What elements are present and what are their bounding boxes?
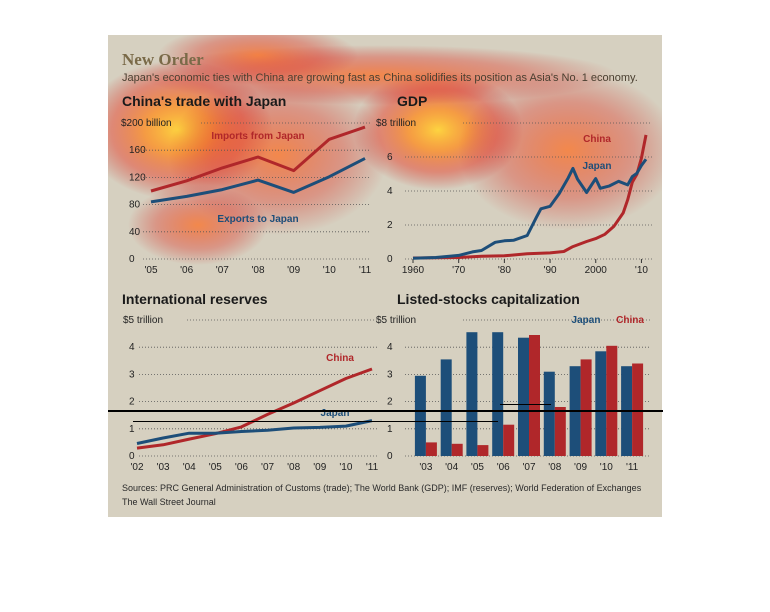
x-tick-trade-4: '09 — [287, 265, 300, 276]
x-tick-stocks-8: '11 — [626, 462, 639, 473]
y-tick-stocks-3: 3 — [387, 369, 393, 380]
x-tick-gdp-2: '80 — [498, 265, 511, 276]
x-tick-stocks-0: '03 — [419, 462, 432, 473]
y-top-label-trade: $200 billion — [121, 118, 172, 129]
series-line-reserves-0 — [136, 367, 373, 450]
legend-stocks-china: China — [616, 315, 644, 326]
bar-japan-1 — [440, 359, 452, 456]
chart-title-trade: China's trade with Japan — [122, 93, 287, 109]
x-tick-reserves-2: '04 — [183, 462, 196, 473]
bar-japan-7 — [595, 351, 607, 456]
y-tick-reserves-2: 2 — [129, 397, 135, 408]
x-tick-stocks-1: '04 — [445, 462, 458, 473]
legend-stocks-japan: Japan — [572, 315, 601, 326]
overlay-line-main — [108, 410, 663, 412]
series-label-reserves-china: China — [326, 353, 354, 364]
x-tick-reserves-1: '03 — [157, 462, 170, 473]
y-tick-reserves-4: 4 — [129, 342, 135, 353]
y-tick-reserves-0: 0 — [129, 451, 135, 462]
bar-china-0 — [425, 442, 437, 456]
x-tick-trade-5: '10 — [323, 265, 336, 276]
series-line-reserves-1 — [136, 419, 373, 445]
chart-card: New Order Japan's economic ties with Chi… — [108, 35, 662, 517]
x-tick-trade-1: '06 — [180, 265, 193, 276]
x-tick-gdp-0: 1960 — [402, 265, 425, 276]
y-top-label-gdp: $8 trillion — [376, 118, 416, 129]
y-tick-trade-1: 40 — [129, 227, 141, 238]
y-top-label-reserves: $5 trillion — [123, 315, 163, 326]
bar-japan-2 — [466, 332, 478, 456]
series-line-gdp-0 — [412, 134, 648, 260]
sources-note: Sources: PRC General Administration of C… — [122, 483, 642, 493]
chart-title-gdp: GDP — [397, 93, 428, 109]
bar-china-5 — [554, 407, 566, 456]
x-tick-reserves-5: '07 — [261, 462, 274, 473]
x-tick-reserves-7: '09 — [313, 462, 326, 473]
x-tick-trade-6: '11 — [359, 265, 372, 276]
y-tick-trade-0: 0 — [129, 254, 135, 265]
x-tick-gdp-4: 2000 — [585, 265, 608, 276]
page-title: New Order — [122, 50, 204, 69]
x-tick-reserves-0: '02 — [130, 462, 143, 473]
overlay-line-right — [500, 404, 551, 405]
series-label-imports: Imports from Japan — [211, 131, 304, 142]
y-tick-gdp-1: 2 — [387, 220, 393, 231]
bar-china-1 — [451, 443, 463, 456]
bar-china-3 — [503, 424, 515, 456]
x-tick-stocks-4: '07 — [522, 462, 535, 473]
series-label-gdp-china: China — [583, 134, 611, 145]
y-tick-stocks-0: 0 — [387, 451, 393, 462]
x-tick-reserves-3: '05 — [209, 462, 222, 473]
x-tick-reserves-4: '06 — [235, 462, 248, 473]
y-tick-stocks-1: 1 — [387, 424, 393, 435]
x-tick-gdp-5: '10 — [635, 265, 648, 276]
bar-japan-4 — [518, 337, 529, 456]
x-tick-gdp-3: '90 — [544, 265, 557, 276]
y-tick-gdp-2: 4 — [387, 186, 393, 197]
y-tick-gdp-3: 6 — [387, 152, 393, 163]
y-tick-stocks-2: 2 — [387, 397, 393, 408]
y-top-label-stocks: $5 trillion — [376, 315, 416, 326]
x-tick-trade-0: '05 — [144, 265, 157, 276]
chart-title-stocks: Listed-stocks capitalization — [397, 291, 580, 307]
bar-china-7 — [606, 345, 618, 456]
x-tick-reserves-9: '11 — [366, 462, 379, 473]
series-label-gdp-japan: Japan — [583, 161, 612, 172]
y-tick-gdp-0: 0 — [387, 254, 393, 265]
x-tick-trade-3: '08 — [251, 265, 264, 276]
x-tick-stocks-3: '06 — [497, 462, 510, 473]
y-tick-trade-3: 120 — [129, 172, 146, 183]
page-subtitle: Japan's economic ties with China are gro… — [122, 72, 638, 84]
series-line-gdp-1 — [412, 158, 648, 260]
bar-china-8 — [632, 363, 644, 456]
y-tick-stocks-4: 4 — [387, 342, 393, 353]
series-line-trade-1 — [150, 157, 366, 204]
x-tick-trade-2: '07 — [216, 265, 229, 276]
bar-china-2 — [477, 445, 489, 456]
bar-japan-5 — [543, 371, 555, 456]
bar-china-6 — [580, 359, 592, 456]
y-tick-trade-2: 80 — [129, 200, 141, 211]
bar-japan-3 — [492, 332, 504, 456]
x-tick-reserves-8: '10 — [339, 462, 352, 473]
series-label-reserves-japan: Japan — [321, 408, 350, 419]
overlay-line-mid — [133, 421, 498, 422]
y-tick-reserves-3: 3 — [129, 369, 135, 380]
bar-china-4 — [529, 335, 540, 456]
publisher-credit: The Wall Street Journal — [122, 497, 216, 507]
series-label-exports: Exports to Japan — [217, 214, 298, 225]
chart-title-reserves: International reserves — [122, 291, 268, 307]
x-tick-reserves-6: '08 — [287, 462, 300, 473]
series-line-trade-0 — [150, 125, 366, 193]
y-tick-reserves-1: 1 — [129, 424, 135, 435]
chart-trade: $200 billion04080120160'05'06'07'08'09'1… — [121, 118, 652, 473]
overlay-line-left — [133, 410, 211, 411]
bar-japan-0 — [414, 375, 426, 456]
y-tick-trade-4: 160 — [129, 145, 146, 156]
x-tick-stocks-6: '09 — [574, 462, 587, 473]
x-tick-stocks-7: '10 — [600, 462, 613, 473]
x-tick-gdp-1: '70 — [452, 265, 465, 276]
x-tick-stocks-5: '08 — [548, 462, 561, 473]
x-tick-stocks-2: '05 — [471, 462, 484, 473]
